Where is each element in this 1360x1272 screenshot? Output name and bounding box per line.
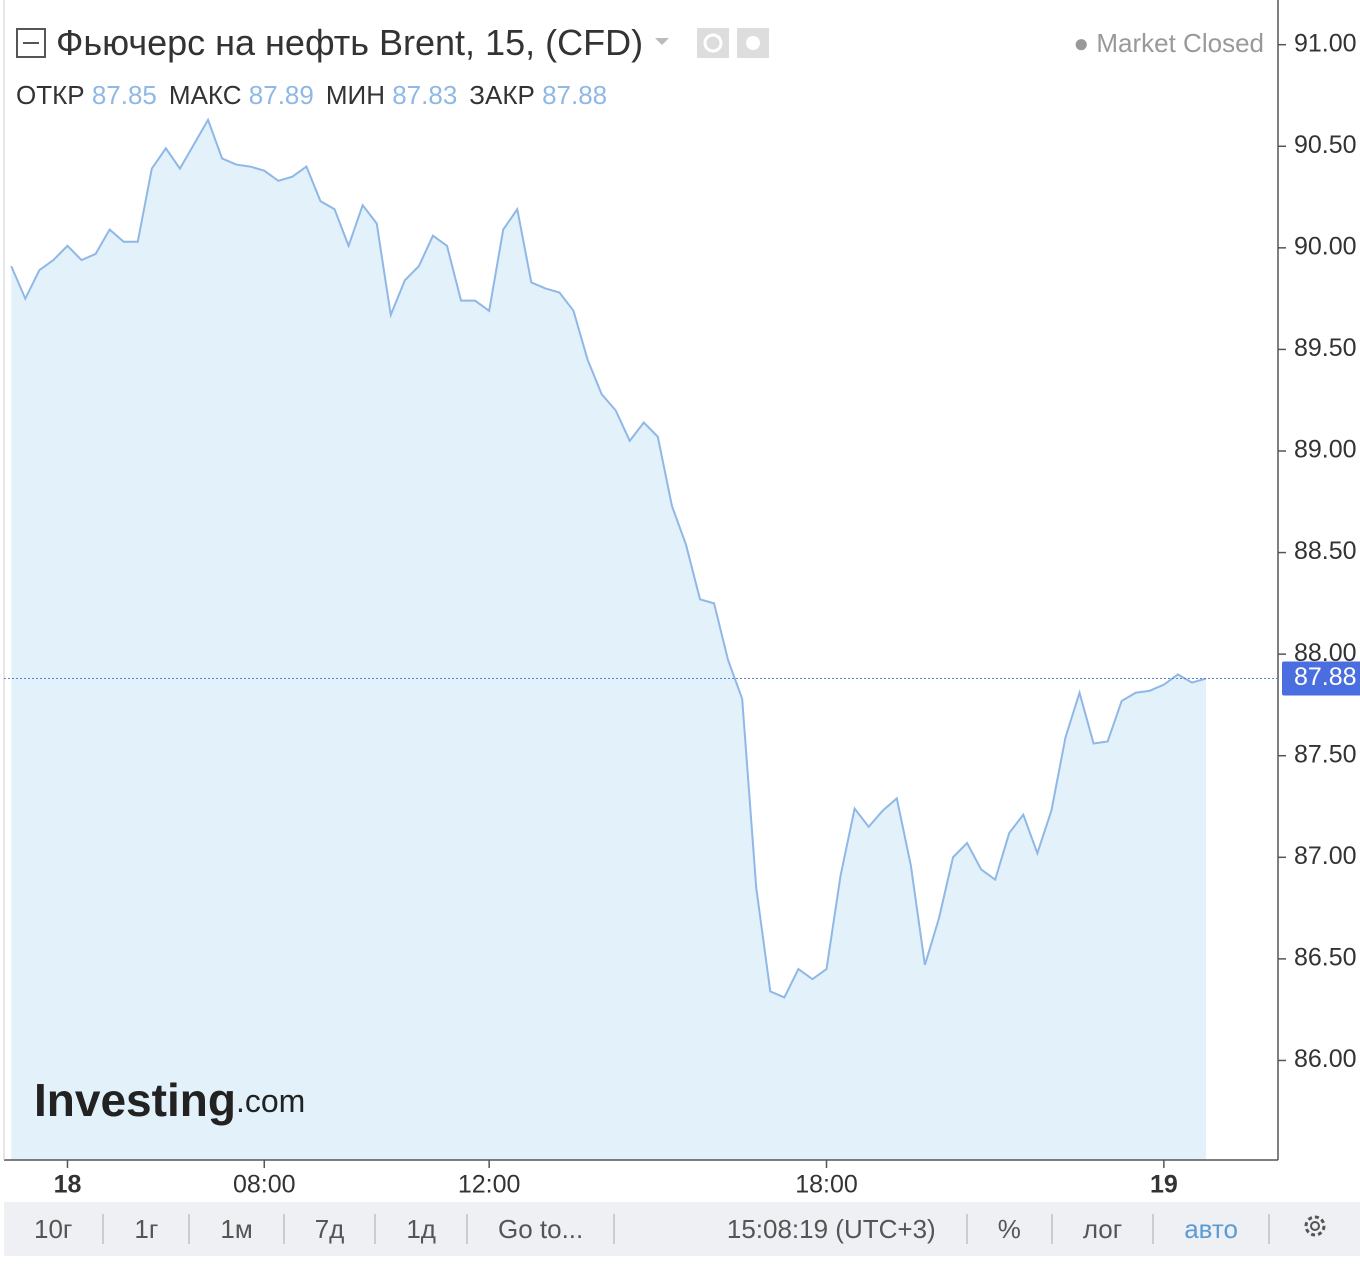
ohlc-value: 87.89 [248,80,314,110]
ohlc-value: 87.85 [91,80,157,110]
x-tick-label: 18:00 [795,1171,858,1199]
ohlc-label: ОТКР [16,80,85,110]
y-tick-label: 86.00 [1294,1045,1357,1073]
range-button[interactable]: 1д [376,1214,468,1244]
clock: 15:08:19 (UTC+3) [697,1214,968,1244]
last-price-label: 87.88 [1294,663,1357,691]
status-text: Market Closed [1096,28,1264,58]
x-tick-label: 18 [54,1171,82,1199]
chart: 86.0086.5087.0087.5088.0088.5089.0089.50… [3,0,1360,1199]
range-button[interactable]: 1м [190,1214,285,1244]
range-button[interactable]: Go to... [468,1214,616,1244]
watermark: Investing.com [34,1074,305,1126]
market-status: ● Market Closed [1073,28,1264,58]
ohlc-label: МАКС [168,80,242,110]
watermark-main: Investing [34,1074,236,1126]
y-tick-label: 89.50 [1294,334,1357,362]
option-button[interactable]: лог [1053,1214,1155,1244]
ohlc-value: 87.88 [542,80,608,110]
y-tick-label: 86.50 [1294,943,1357,971]
option-button[interactable]: % [968,1214,1053,1244]
collapse-icon[interactable] [16,28,46,58]
option-button[interactable]: авто [1154,1214,1270,1244]
chart-title: Фьючерс на нефть Brent, 15, (CFD) [56,22,644,63]
ohlc: ОТКР 87.85 МАКС 87.89 МИН 87.83 ЗАКР 87.88 [16,80,619,111]
x-tick-label: 19 [1150,1171,1178,1199]
line [10,117,1207,999]
x-tick-label: 12:00 [458,1171,521,1199]
y-tick-label: 89.00 [1294,436,1357,464]
y-tick-label: 88.50 [1294,537,1357,565]
settings-button[interactable] [1270,1211,1360,1247]
watermark-suffix: .com [236,1083,305,1119]
ohlc-label: МИН [325,80,385,110]
toolbar: 10г 1г 1м 7д 1д Go to... 15:08:19 (UTC+3)% лог а… [4,1202,1360,1256]
y-tick-label: 90.50 [1294,131,1357,159]
range-button[interactable]: 1г [104,1214,191,1244]
gear-icon[interactable] [1300,1211,1330,1241]
header: Фьючерс на нефть Brent, 15, (CFD) [16,22,773,64]
ohlc-value: 87.83 [392,80,458,110]
y-tick-label: 87.50 [1294,740,1357,768]
y-tick-label: 87.00 [1294,842,1357,870]
header-icons[interactable] [653,26,773,60]
ohlc-label: ЗАКР [469,80,535,110]
y-tick-label: 90.00 [1294,232,1357,260]
y-tick-label: 91.00 [1294,29,1357,57]
range-button[interactable]: 7д [285,1214,377,1244]
x-tick-label: 08:00 [233,1171,296,1199]
area [11,119,1207,1161]
range-button[interactable]: 10г [4,1214,105,1244]
last-price-box [1282,661,1360,696]
